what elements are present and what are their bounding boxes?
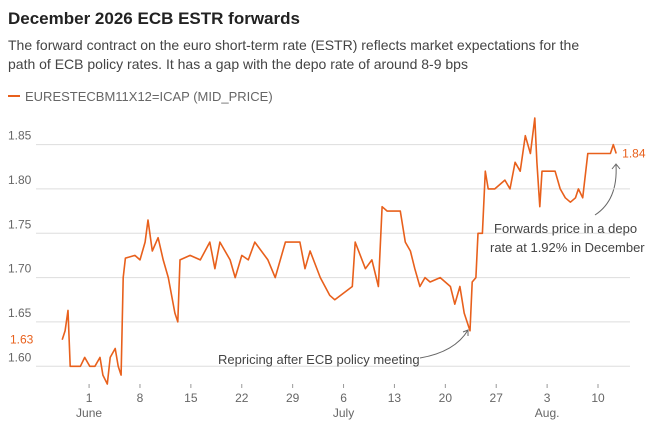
subtitle: The forward contract on the euro short-t…: [8, 37, 579, 53]
legend-label: EURESTECBM11X12=ICAP (MID_PRICE): [25, 89, 273, 104]
x-tick-label: 10: [591, 391, 605, 405]
value-label: 1.84: [622, 146, 646, 160]
annotation-arrow: [594, 163, 621, 216]
x-tick-label: 1: [86, 391, 93, 405]
x-tick-label: 22: [235, 391, 249, 405]
x-tick-label: 27: [490, 391, 504, 405]
y-tick-label: 1.65: [8, 306, 32, 320]
x-tick-label: 20: [439, 391, 453, 405]
value-label: 1.63: [10, 333, 34, 347]
x-tick-label: 3: [544, 391, 551, 405]
y-tick-label: 1.85: [8, 129, 32, 143]
month-label: July: [333, 406, 354, 420]
x-tick-label: 13: [388, 391, 402, 405]
x-tick-label: 15: [184, 391, 198, 405]
x-tick-label: 6: [340, 391, 347, 405]
annotation: rate at 1.92% in December: [490, 240, 645, 255]
y-tick-label: 1.75: [8, 217, 32, 231]
month-label: Aug.: [535, 406, 560, 420]
chart-title: December 2026 ECB ESTR forwards: [8, 9, 300, 28]
annotation-arrow: [419, 329, 469, 359]
y-tick-label: 1.60: [8, 350, 32, 364]
x-tick-label: 8: [137, 391, 144, 405]
line: [61, 117, 617, 385]
y-tick-label: 1.80: [8, 173, 32, 187]
subtitle: path of ECB policy rates. It has a gap w…: [8, 56, 468, 72]
x-tick-label: 29: [286, 391, 300, 405]
annotation: Forwards price in a depo: [494, 221, 637, 236]
y-tick-label: 1.70: [8, 262, 32, 276]
annotation: Repricing after ECB policy meeting: [218, 352, 420, 367]
month-label: June: [76, 406, 102, 420]
